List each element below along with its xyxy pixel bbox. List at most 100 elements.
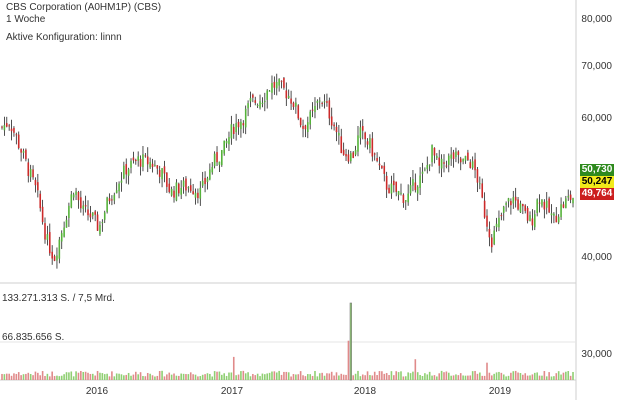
candle-down bbox=[189, 185, 192, 191]
candle-up bbox=[118, 183, 120, 192]
candle-down bbox=[156, 165, 159, 169]
candle-up bbox=[46, 234, 49, 240]
candle-down bbox=[34, 179, 37, 186]
candle-down bbox=[8, 125, 10, 127]
volume-bar bbox=[48, 376, 51, 380]
volume-bar bbox=[383, 373, 386, 380]
candle-up bbox=[354, 150, 357, 155]
volume-bar bbox=[65, 372, 68, 380]
volume-bar bbox=[557, 371, 560, 380]
candle-down bbox=[273, 81, 276, 88]
candle-down bbox=[39, 193, 42, 209]
candle-down bbox=[342, 149, 345, 155]
candle-down bbox=[44, 223, 46, 240]
candle-down bbox=[283, 77, 285, 88]
volume-bar bbox=[63, 374, 65, 380]
candle-up bbox=[206, 178, 209, 182]
candle-up bbox=[404, 200, 407, 202]
volume-bar bbox=[297, 374, 300, 380]
candle-up bbox=[235, 123, 237, 133]
volume-bar bbox=[455, 374, 457, 380]
volume-bar bbox=[357, 370, 359, 380]
volume-bar bbox=[498, 371, 500, 380]
volume-bar bbox=[225, 375, 228, 380]
candle-up bbox=[421, 171, 424, 174]
candle-up bbox=[63, 227, 65, 237]
volume-bar bbox=[409, 373, 412, 380]
volume-bar bbox=[142, 376, 144, 380]
candle-up bbox=[175, 182, 178, 201]
volume-bar bbox=[500, 372, 503, 380]
volume-max-label: 133.271.313 S. / 7,5 Mrd. bbox=[2, 293, 115, 304]
candle-up bbox=[228, 137, 230, 145]
volume-bar bbox=[479, 372, 481, 380]
volume-bar bbox=[543, 371, 546, 380]
candle-up bbox=[560, 204, 562, 218]
volume-bar bbox=[13, 373, 15, 380]
candle-down bbox=[32, 169, 34, 178]
volume-bar bbox=[431, 375, 433, 380]
candle-down bbox=[543, 201, 546, 210]
candle-up bbox=[545, 200, 548, 208]
volume-bar bbox=[221, 374, 223, 380]
candle-up bbox=[529, 215, 531, 222]
candle-up bbox=[213, 153, 216, 167]
candle-down bbox=[94, 211, 96, 215]
volume-bar bbox=[486, 362, 488, 380]
candle-up bbox=[218, 161, 221, 165]
volume-bar bbox=[562, 372, 565, 380]
volume-bar bbox=[218, 371, 221, 380]
candle-up bbox=[70, 194, 73, 208]
volume-bar bbox=[428, 371, 431, 380]
candle-up bbox=[424, 169, 426, 171]
volume-bar bbox=[424, 373, 426, 380]
volume-bar bbox=[366, 371, 369, 380]
candle-down bbox=[378, 163, 381, 166]
volume-bar bbox=[256, 373, 259, 380]
volume-bar bbox=[522, 374, 524, 380]
volume-bar bbox=[118, 373, 120, 380]
candle-down bbox=[548, 198, 550, 213]
candle-down bbox=[232, 126, 235, 135]
candle-down bbox=[177, 183, 180, 194]
volume-bar bbox=[359, 376, 362, 380]
volume-bar bbox=[338, 375, 340, 380]
volume-bar bbox=[510, 372, 512, 380]
volume-bar bbox=[345, 374, 347, 380]
volume-bar bbox=[364, 375, 366, 380]
candle-down bbox=[80, 197, 82, 209]
volume-bar bbox=[27, 372, 30, 380]
volume-bar bbox=[326, 373, 328, 380]
candle-up bbox=[541, 199, 543, 206]
volume-bar bbox=[295, 374, 297, 380]
candle-down bbox=[197, 192, 199, 199]
candle-down bbox=[467, 152, 469, 160]
volume-bar bbox=[378, 371, 381, 380]
candle-up bbox=[431, 145, 433, 163]
volume-bar bbox=[474, 370, 476, 380]
volume-bar bbox=[130, 375, 132, 380]
volume-bar bbox=[335, 372, 338, 380]
candle-down bbox=[500, 215, 503, 217]
volume-bar bbox=[316, 376, 319, 380]
volume-bar bbox=[371, 375, 374, 380]
volume-bar bbox=[149, 373, 151, 380]
volume-bar bbox=[388, 375, 390, 380]
volume-bar bbox=[440, 370, 443, 380]
candle-down bbox=[393, 180, 395, 186]
volume-bar bbox=[512, 371, 515, 380]
x-tick-2017: 2017 bbox=[220, 386, 244, 397]
high-price-badge: 50,730 bbox=[580, 164, 614, 176]
volume-bar bbox=[189, 372, 192, 380]
volume-bar bbox=[127, 372, 130, 380]
candle-down bbox=[297, 105, 300, 119]
candle-down bbox=[53, 256, 56, 261]
candle-up bbox=[3, 125, 6, 131]
volume-bar bbox=[548, 372, 550, 380]
candle-up bbox=[68, 205, 70, 219]
candle-up bbox=[244, 108, 247, 128]
candle-up bbox=[416, 186, 419, 194]
volume-bar bbox=[373, 371, 376, 380]
candle-up bbox=[123, 165, 125, 179]
